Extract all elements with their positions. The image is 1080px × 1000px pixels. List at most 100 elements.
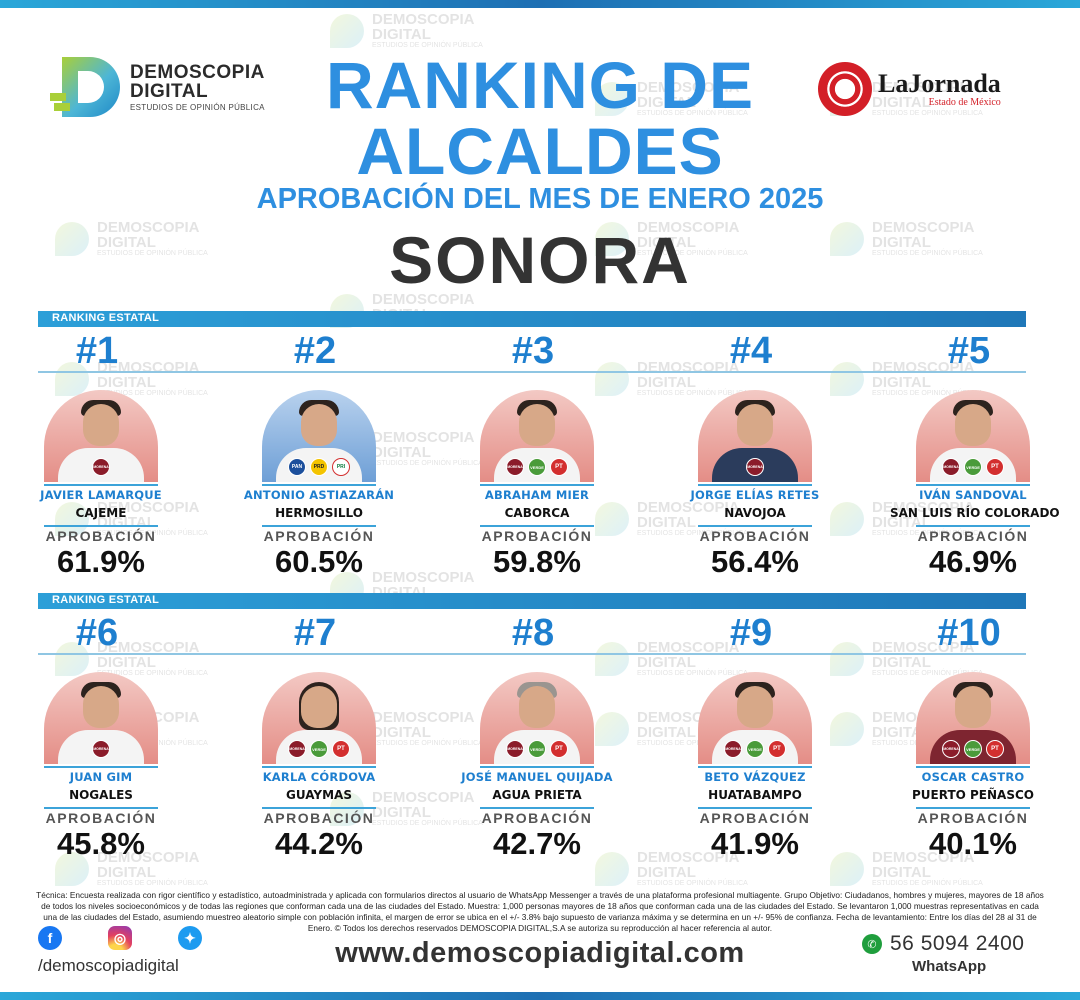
bottom-accent-bar (0, 992, 1080, 1000)
watermark-logo-icon (55, 222, 89, 256)
mayor-card: #4 MORENA JORGE ELÍAS RETES NAVOJOA APROBACI… (691, 330, 892, 579)
approval-value: 42.7% (493, 826, 581, 861)
social-icons: f ◎ ✦ (38, 926, 202, 950)
whatsapp-icon: ✆ (862, 934, 882, 954)
mayor-photo: MORENA (698, 390, 812, 482)
party-badges: MORENA VERDE PT (262, 740, 376, 758)
approval-label: APROBACIÓN (917, 810, 1029, 826)
party-badge-icon: MORENA (942, 740, 960, 758)
party-badge-icon: VERDE (964, 740, 982, 758)
party-badges: MORENA (698, 458, 812, 476)
watermark-logo-icon (830, 852, 864, 886)
mayor-city: NOGALES (69, 788, 133, 802)
mayor-city: CABORCA (504, 506, 570, 520)
approval-label: APROBACIÓN (481, 528, 593, 544)
mayor-city: HUATABAMPO (708, 788, 802, 802)
rank-number: #2 (293, 330, 337, 372)
approval-label: APROBACIÓN (45, 528, 157, 544)
facebook-icon[interactable]: f (38, 926, 62, 950)
ranking-strip-2: RANKING ESTATAL (38, 593, 1026, 609)
party-badge-icon: MORENA (506, 740, 524, 758)
party-badge-icon: MORENA (92, 458, 110, 476)
mayor-photo: MORENA VERDE PT (916, 390, 1030, 482)
name-divider (916, 766, 1030, 768)
party-badge-icon: VERDE (964, 458, 982, 476)
party-badges: MORENA (44, 458, 158, 476)
mayor-city: CAJEME (75, 506, 127, 520)
watermark-logo-icon (330, 14, 364, 48)
city-divider (44, 807, 158, 809)
approval-value: 45.8% (57, 826, 145, 861)
party-badge-icon: VERDE (310, 740, 328, 758)
ranking-strip-label: RANKING ESTATAL (52, 312, 160, 324)
website-link[interactable]: www.demoscopiadigital.com (335, 937, 745, 969)
ranking-strip-label: RANKING ESTATAL (52, 594, 160, 606)
name-divider (262, 484, 376, 486)
title-line-1: RANKING DE (325, 48, 754, 122)
approval-label: APROBACIÓN (699, 528, 811, 544)
title-line-2: ALCALDES (356, 114, 724, 188)
mayor-city: NAVOJOA (724, 506, 786, 520)
demoscopia-d-icon (50, 55, 122, 119)
name-divider (698, 484, 812, 486)
mayor-name: JOSÉ MANUEL QUIJADA (461, 770, 613, 784)
twitter-icon[interactable]: ✦ (178, 926, 202, 950)
party-badges: MORENA VERDE PT (916, 740, 1030, 758)
mayor-name: ANTONIO ASTIAZARÁN (243, 488, 395, 502)
approval-value: 59.8% (493, 544, 581, 579)
mayor-photo: MORENA VERDE PT (698, 672, 812, 764)
approval-value: 44.2% (275, 826, 363, 861)
approval-label: APROBACIÓN (263, 810, 375, 826)
city-divider (262, 525, 376, 527)
demoscopia-name2: DIGITAL (130, 80, 209, 102)
party-badge-icon: MORENA (942, 458, 960, 476)
mayor-photo: MORENA VERDE PT (262, 672, 376, 764)
mayor-card: #5 MORENA VERDE PT IVÁN SANDOVAL SAN LUIS RÍO… (890, 330, 1080, 579)
la-jornada-subtitle: Estado de México (928, 96, 1001, 108)
party-badges: MORENA (44, 740, 158, 758)
mayor-card: #3 MORENA VERDE PT ABRAHAM MIER CABORCA APROBA… (474, 330, 674, 579)
mayor-name: OSCAR CASTRO (921, 770, 1025, 784)
la-jornada-name: LaJornada (878, 68, 1001, 98)
party-badges: MORENA VERDE PT (698, 740, 812, 758)
demoscopia-logo: DEMOSCOPIA DIGITAL ESTUDIOS DE OPINIÓN P… (50, 55, 265, 119)
approval-label: APROBACIÓN (699, 810, 811, 826)
mayor-card: #10 MORENA VERDE PT OSCAR CASTRO PUERTO PEÑAS… (910, 612, 1080, 861)
party-badge-icon: MORENA (746, 458, 764, 476)
whatsapp-contact[interactable]: ✆ 56 5094 2400 (862, 932, 1024, 956)
party-badge-icon: MORENA (506, 458, 524, 476)
la-jornada-logo: LaJornada Estado de México (818, 62, 1001, 116)
city-divider (916, 525, 1030, 527)
mayor-name: JUAN GIM (69, 770, 133, 784)
rank-number: #1 (75, 330, 119, 372)
mayor-city: GUAYMAS (286, 788, 352, 802)
state-title: SONORA (389, 223, 691, 297)
party-badge-icon: PT (332, 740, 350, 758)
instagram-icon[interactable]: ◎ (108, 926, 132, 950)
rank-number: #10 (937, 612, 1001, 654)
rank-number: #6 (75, 612, 119, 654)
name-divider (262, 766, 376, 768)
ranking-strip-1: RANKING ESTATAL (38, 311, 1026, 327)
party-badge-icon: PT (768, 740, 786, 758)
name-divider (480, 766, 594, 768)
party-badge-icon: VERDE (528, 458, 546, 476)
party-badge-icon: MORENA (288, 740, 306, 758)
party-badge-icon: VERDE (746, 740, 764, 758)
mayor-name: JORGE ELÍAS RETES (690, 488, 820, 502)
demoscopia-subtitle: ESTUDIOS DE OPINIÓN PÚBLICA (130, 102, 265, 112)
city-divider (698, 525, 812, 527)
mayor-card: #1 MORENA JAVIER LAMARQUE CAJEME APROBACIÓN 6… (38, 330, 238, 579)
mayor-photo: PAN PRD PRI (262, 390, 376, 482)
mayor-photo: MORENA VERDE PT (480, 672, 594, 764)
name-divider (916, 484, 1030, 486)
mayor-photo: MORENA (44, 390, 158, 482)
mayor-name: ABRAHAM MIER (484, 488, 590, 502)
social-handle[interactable]: /demoscopiadigital (38, 956, 179, 975)
city-divider (916, 807, 1030, 809)
approval-value: 56.4% (711, 544, 799, 579)
mayor-city: HERMOSILLO (275, 506, 363, 520)
mayor-name: JAVIER LAMARQUE (40, 488, 162, 502)
phone-number: 56 5094 2400 (890, 932, 1025, 955)
